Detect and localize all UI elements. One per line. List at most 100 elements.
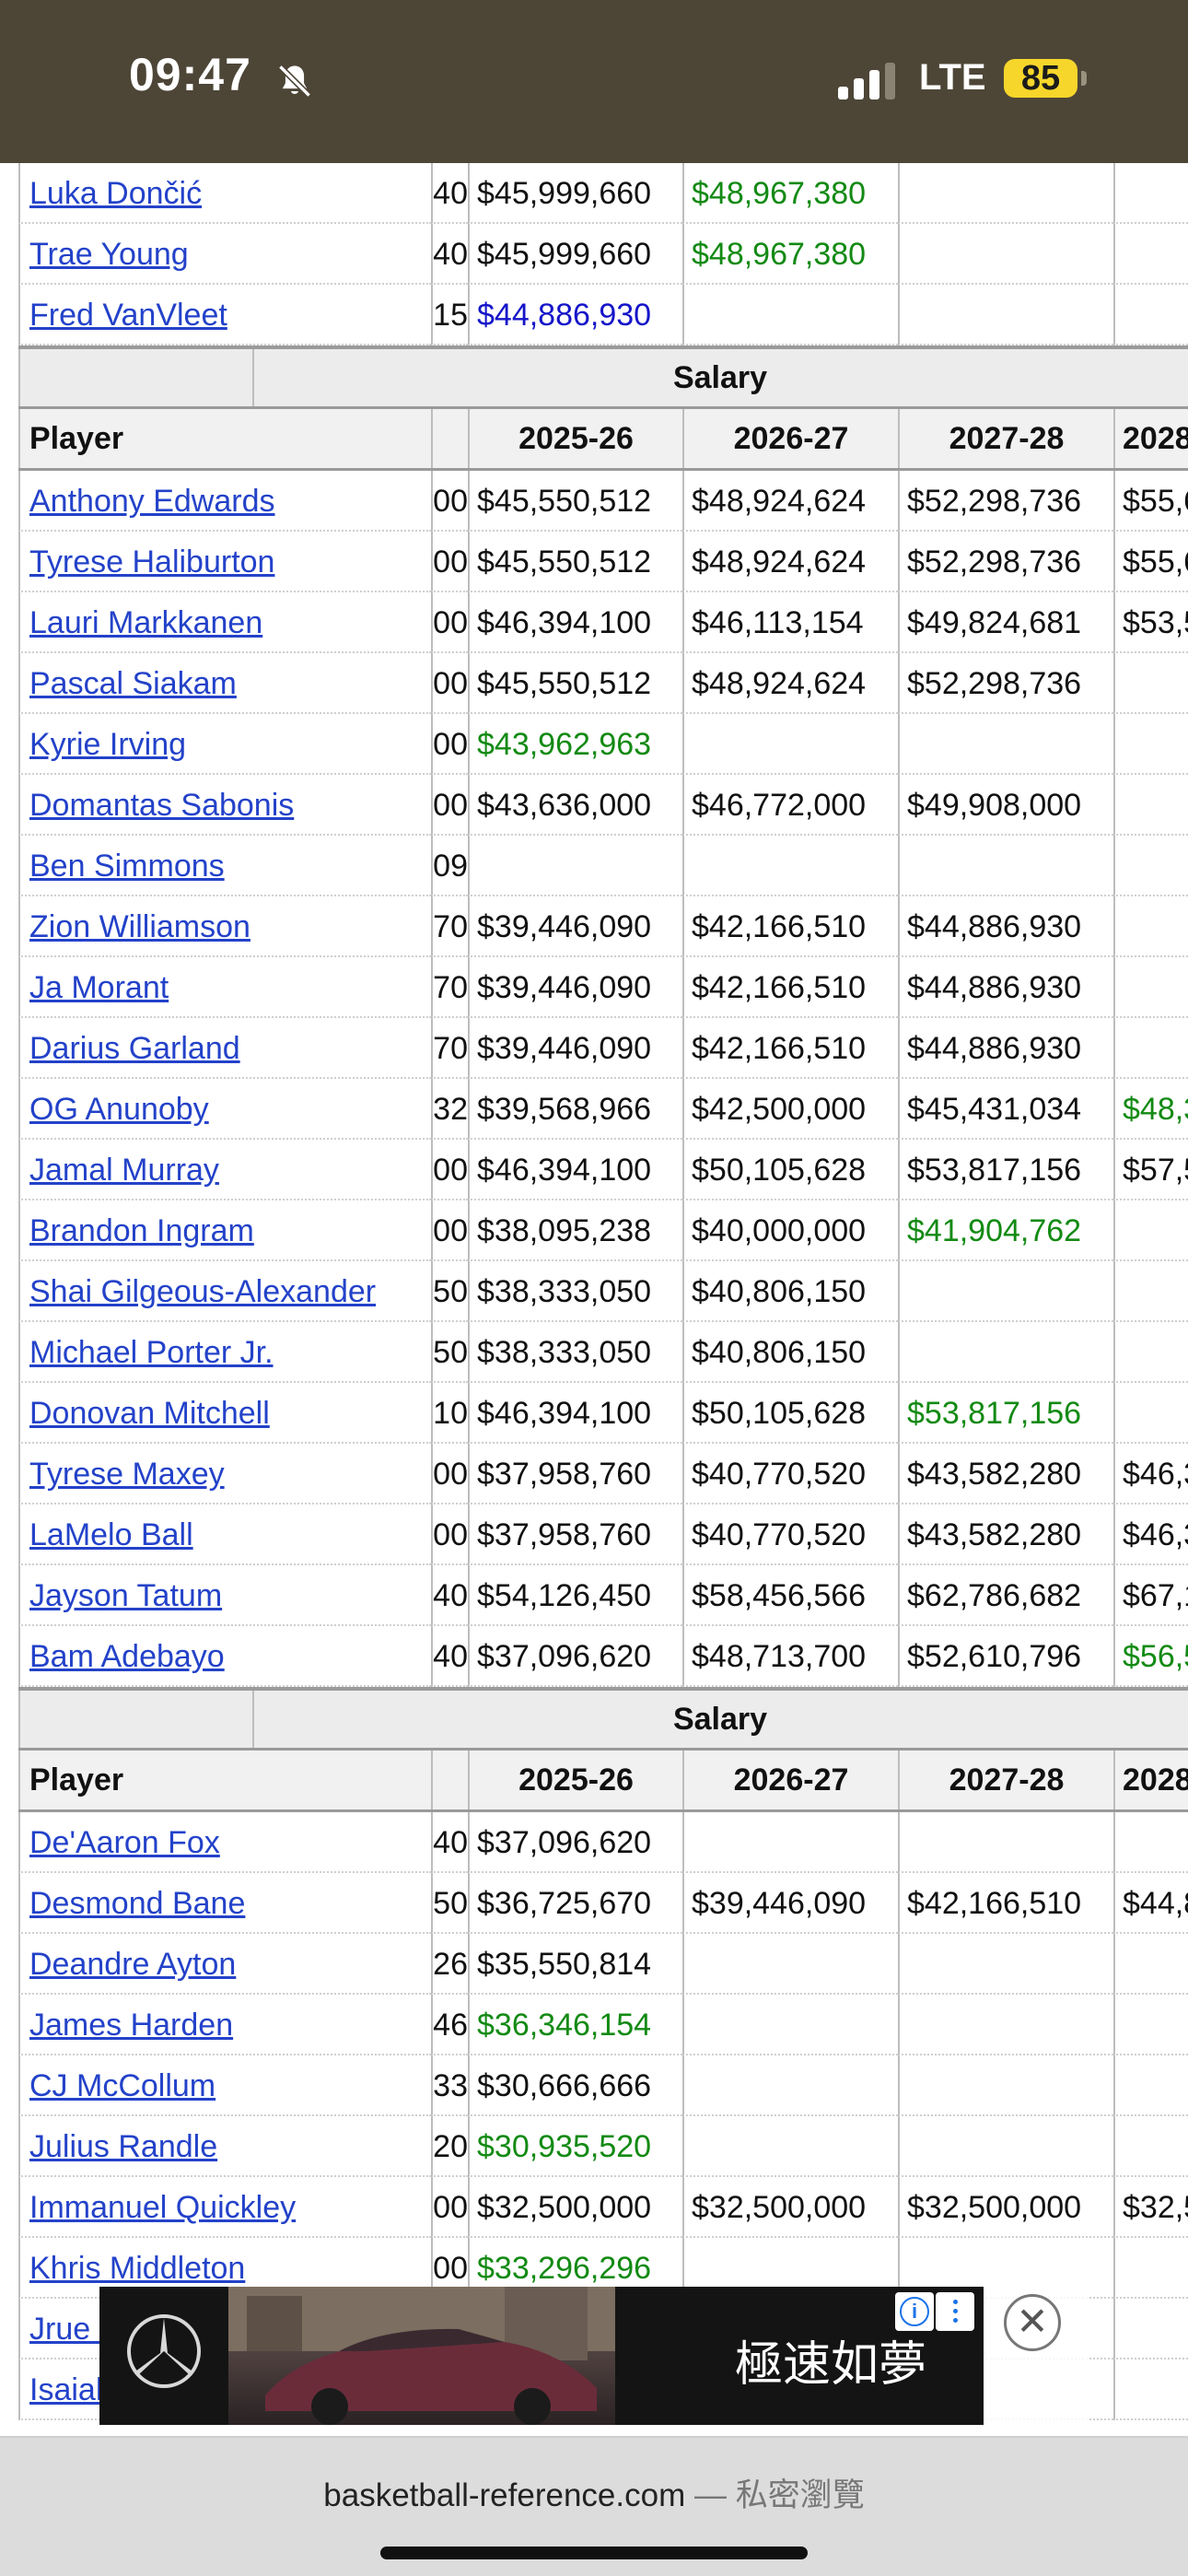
salary-2027-28-cell: $49,908,000: [898, 775, 1113, 836]
salary-2027-28-cell: $44,886,930: [898, 957, 1113, 1018]
header-2027-28[interactable]: 2027-28: [898, 409, 1113, 468]
player-link[interactable]: Darius Garland: [18, 1018, 431, 1079]
header-prev[interactable]: [431, 1751, 468, 1809]
ad-headline: 極速如夢: [735, 2337, 927, 2393]
player-link[interactable]: Immanuel Quickley: [18, 2177, 431, 2238]
player-link[interactable]: Michael Porter Jr.: [18, 1322, 431, 1383]
salary-2028-29-cell: $48,362,068: [1113, 1079, 1188, 1140]
player-link[interactable]: Julius Randle: [18, 2116, 431, 2177]
player-link[interactable]: OG Anunoby: [18, 1079, 431, 1140]
salary-2025-26-cell: $37,958,760: [468, 1505, 682, 1565]
player-link[interactable]: CJ McCollum: [18, 2055, 431, 2116]
salary-2025-26-cell: $54,126,450: [468, 1565, 682, 1626]
player-link[interactable]: De'Aaron Fox: [18, 1812, 431, 1873]
ad-close-button[interactable]: ✕: [1004, 2294, 1061, 2351]
player-link[interactable]: Donovan Mitchell: [18, 1383, 431, 1444]
salary-prev-cell: 00: [431, 1140, 468, 1200]
player-link[interactable]: Ja Morant: [18, 957, 431, 1018]
player-link[interactable]: Jamal Murray: [18, 1140, 431, 1200]
player-link[interactable]: Desmond Bane: [18, 1873, 431, 1934]
player-link[interactable]: Lauri Markkanen: [18, 592, 431, 653]
header-2027-28[interactable]: 2027-28: [898, 1751, 1113, 1809]
salary-2028-29-cell: [1113, 775, 1188, 836]
player-link[interactable]: Luka Dončić: [18, 163, 431, 224]
player-link[interactable]: James Harden: [18, 1995, 431, 2055]
header-2025-26[interactable]: 2025-26: [468, 1751, 682, 1809]
ad-info-icon[interactable]: i: [895, 2292, 934, 2331]
salary-2027-28-cell: $53,817,156: [898, 1140, 1113, 1200]
salary-2025-26-cell: $32,500,000: [468, 2177, 682, 2238]
salary-2025-26-cell: $44,886,930: [468, 285, 682, 345]
player-link[interactable]: Brandon Ingram: [18, 1200, 431, 1261]
header-2028-29[interactable]: 2028-29: [1113, 1751, 1188, 1809]
signal-icon: [838, 63, 895, 100]
player-link[interactable]: Zion Williamson: [18, 896, 431, 957]
salary-2027-28-cell: $43,582,280: [898, 1444, 1113, 1505]
salary-2028-29-cell: [1113, 896, 1188, 957]
salary-prev-cell: 00: [431, 2177, 468, 2238]
player-link[interactable]: Bam Adebayo: [18, 1626, 431, 1687]
salary-2026-27-cell: $40,000,000: [682, 1200, 898, 1261]
salary-2027-28-cell: $45,431,034: [898, 1079, 1113, 1140]
player-link[interactable]: Anthony Edwards: [18, 471, 431, 532]
player-link[interactable]: Deandre Ayton: [18, 1934, 431, 1995]
salary-2027-28-cell: [898, 836, 1113, 896]
table-row: OG Anunoby 32 $39,568,966 $42,500,000 $45,43…: [18, 1079, 1188, 1140]
player-link[interactable]: Ben Simmons: [18, 836, 431, 896]
player-link[interactable]: Fred VanVleet: [18, 285, 431, 345]
ad-more-icon[interactable]: [936, 2292, 974, 2331]
salary-2028-29-cell: [1113, 1934, 1188, 1995]
address-bar[interactable]: basketball-reference.com — 私密瀏覽: [0, 2469, 1188, 2516]
salary-2025-26-cell: $45,550,512: [468, 532, 682, 592]
ad-car-image: [228, 2287, 615, 2425]
player-link[interactable]: Pascal Siakam: [18, 653, 431, 714]
salary-2026-27-cell: $48,924,624: [682, 653, 898, 714]
salary-2028-29-cell: [1113, 285, 1188, 345]
salary-2026-27-cell: [682, 836, 898, 896]
player-link[interactable]: Tyrese Haliburton: [18, 532, 431, 592]
header-2028-29[interactable]: 2028-29: [1113, 409, 1188, 468]
salary-2028-29-cell: $57,528,684: [1113, 1140, 1188, 1200]
salary-2028-29-cell: [1113, 836, 1188, 896]
salary-2026-27-cell: $50,105,628: [682, 1383, 898, 1444]
salary-2028-29-cell: $32,500,000: [1113, 2177, 1188, 2238]
player-link[interactable]: Shai Gilgeous-Alexander: [18, 1261, 431, 1322]
battery-icon: 85: [1004, 59, 1077, 98]
salary-2028-29-cell: [1113, 1383, 1188, 1444]
header-2026-27[interactable]: 2026-27: [682, 409, 898, 468]
salary-2027-28-cell: $32,500,000: [898, 2177, 1113, 2238]
player-link[interactable]: Tyrese Maxey: [18, 1444, 431, 1505]
player-link[interactable]: Domantas Sabonis: [18, 775, 431, 836]
salary-2025-26-cell: $39,446,090: [468, 1018, 682, 1079]
salary-2026-27-cell: $48,967,380: [682, 163, 898, 224]
header-player[interactable]: Player: [18, 409, 431, 468]
salary-prev-cell: 70: [431, 1018, 468, 1079]
player-link[interactable]: Trae Young: [18, 224, 431, 285]
salary-2025-26-cell: $46,394,100: [468, 1140, 682, 1200]
salary-2027-28-cell: [898, 1322, 1113, 1383]
salary-table: Luka Dončić 40 $45,999,660 $48,967,380 Trae …: [18, 163, 1188, 2436]
header-prev[interactable]: [431, 409, 468, 468]
salary-prev-cell: 40: [431, 224, 468, 285]
player-link[interactable]: LaMelo Ball: [18, 1505, 431, 1565]
salary-prev-cell: 70: [431, 896, 468, 957]
home-indicator[interactable]: [380, 2547, 808, 2559]
salary-prev-cell: 00: [431, 1444, 468, 1505]
ad-banner[interactable]: 極速如夢 i: [99, 2287, 984, 2425]
salary-2027-28-cell: [898, 2116, 1113, 2177]
salary-prev-cell: 15: [431, 285, 468, 345]
header-2025-26[interactable]: 2025-26: [468, 409, 682, 468]
salary-2025-26-cell: $45,550,512: [468, 471, 682, 532]
salary-prev-cell: 09: [431, 836, 468, 896]
salary-2027-28-cell: $52,298,736: [898, 653, 1113, 714]
salary-prev-cell: 00: [431, 592, 468, 653]
table-row: Donovan Mitchell 10 $46,394,100 $50,105,628…: [18, 1383, 1188, 1444]
player-link[interactable]: Jayson Tatum: [18, 1565, 431, 1626]
salary-2026-27-cell: [682, 1934, 898, 1995]
header-player[interactable]: Player: [18, 1751, 431, 1809]
header-2026-27[interactable]: 2026-27: [682, 1751, 898, 1809]
salary-prev-cell: 32: [431, 1079, 468, 1140]
player-link[interactable]: Kyrie Irving: [18, 714, 431, 775]
overheader-blank: [18, 349, 254, 406]
salary-prev-cell: 00: [431, 2238, 468, 2299]
